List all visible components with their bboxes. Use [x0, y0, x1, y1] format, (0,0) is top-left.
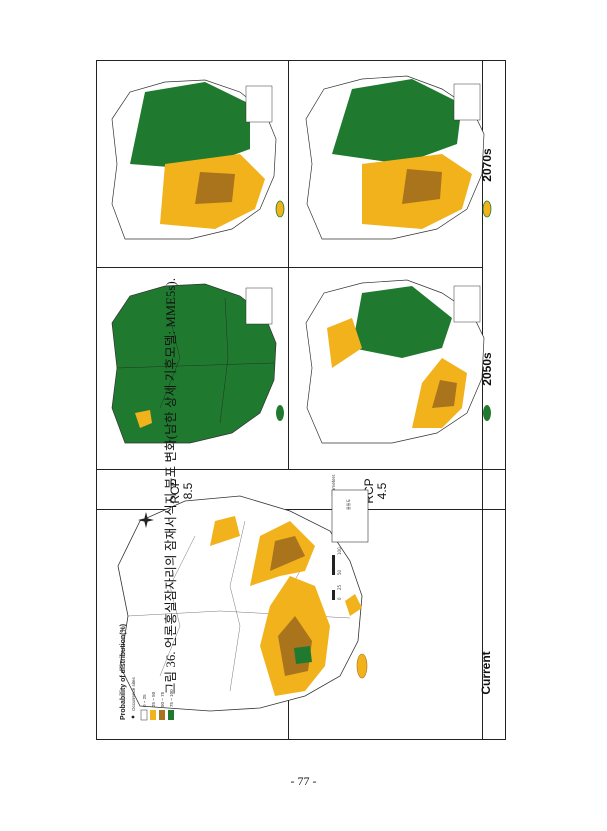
svg-text:25: 25 — [337, 584, 342, 590]
svg-text:50: 50 — [337, 569, 342, 575]
figure-caption: 그림 36. 언론홍실잠자리의 잠재서식지 분포 변화(남한 상세 기후모델: … — [164, 277, 178, 695]
column-divider-header — [482, 61, 483, 739]
svg-text:0: 0 — [337, 597, 342, 600]
svg-text:25 ~ 50: 25 ~ 50 — [151, 691, 156, 707]
svg-text:100: 100 — [337, 547, 342, 555]
svg-text:Kilometers: Kilometers — [331, 475, 336, 496]
svg-text:Probability of distribution(%): Probability of distribution(%) — [120, 624, 127, 720]
page-number: - 77 - — [290, 774, 317, 788]
rcp-row-divider — [288, 61, 289, 469]
period-column-divider — [97, 267, 482, 268]
current-distribution-map: Probability of distribution(%) Occurrenc… — [117, 475, 369, 721]
svg-text:Occurrence sites: Occurrence sites — [131, 676, 136, 711]
row-divider-current — [97, 469, 505, 470]
map-rcp85-2050s — [111, 283, 284, 444]
row-divider-rcp — [97, 509, 505, 510]
svg-text:75 ~ 100: 75 ~ 100 — [169, 689, 174, 707]
map-rcp45-2070s — [305, 75, 492, 240]
svg-text:50 ~ 75: 50 ~ 75 — [160, 691, 165, 707]
map-rcp45-2050s — [305, 279, 491, 444]
header-current: Current — [479, 651, 493, 695]
map-rcp85-2070s — [111, 79, 285, 240]
svg-text:0 ~ 25: 0 ~ 25 — [142, 694, 147, 707]
svg-text:울릉도: 울릉도 — [345, 499, 351, 510]
